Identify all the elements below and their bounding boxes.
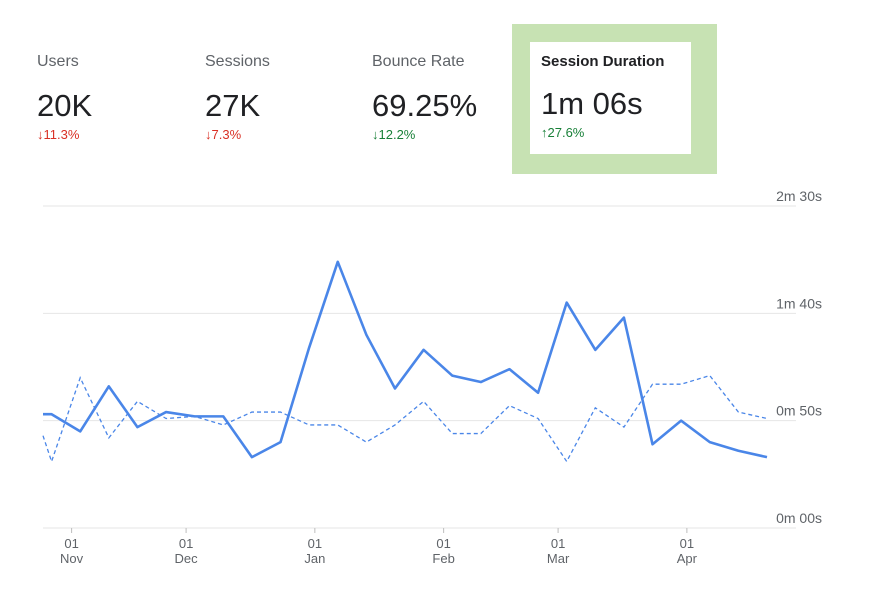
metric-sessions-label: Sessions: [205, 53, 270, 70]
arrow-down-icon: ↓: [37, 127, 44, 142]
arrow-down-icon: ↓: [205, 127, 212, 142]
metric-bounce-rate-delta: ↓12.2%: [372, 128, 532, 142]
y-tick-label: 2m 30s: [776, 188, 822, 204]
arrow-up-icon: ↑: [541, 125, 548, 140]
y-tick-label: 0m 50s: [776, 403, 822, 419]
metric-sessions-delta-value: 7.3%: [211, 127, 242, 142]
metric-session-duration-delta-value: 27.6%: [547, 125, 585, 140]
y-tick-label: 0m 00s: [776, 510, 822, 526]
x-tick-day: 01: [436, 536, 450, 551]
x-tick-day: 01: [308, 536, 322, 551]
metric-bounce-rate-delta-value: 12.2%: [378, 127, 416, 142]
y-axis-labels: 0m 00s 0m 50s 1m 40s 2m 30s: [776, 188, 822, 526]
x-tick-month: Nov: [60, 551, 84, 566]
metric-session-duration-label: Session Duration: [541, 53, 665, 70]
metric-users-delta-value: 11.3%: [43, 127, 80, 142]
series-line-session-duration: [43, 260, 768, 459]
metric-bounce-rate[interactable]: Bounce Rate 69.25% ↓12.2%: [372, 52, 532, 142]
metric-session-duration-delta: ↑27.6%: [541, 126, 691, 140]
metric-sessions-delta: ↓7.3%: [205, 128, 365, 142]
x-tick-day: 01: [551, 536, 565, 551]
metric-bounce-rate-value: 69.25%: [372, 88, 478, 123]
metric-users-label: Users: [37, 53, 79, 70]
metric-users-value: 20K: [37, 88, 93, 123]
x-tick-day: 01: [680, 536, 694, 551]
metric-bounce-rate-label: Bounce Rate: [372, 53, 465, 70]
metric-session-duration-value: 1m 06s: [541, 86, 643, 121]
x-tick-month: Apr: [677, 551, 698, 566]
arrow-down-icon: ↓: [372, 127, 379, 142]
x-tick-day: 01: [179, 536, 193, 551]
x-tick-month: Mar: [547, 551, 570, 566]
metric-sessions-value: 27K: [205, 88, 261, 123]
metric-session-duration-selected[interactable]: Session Duration 1m 06s ↑27.6%: [512, 24, 717, 174]
metric-sessions[interactable]: Sessions 27K ↓7.3%: [205, 52, 365, 142]
chart-series: [42, 260, 768, 464]
x-tick-month: Jan: [304, 551, 325, 566]
chart-grid: [43, 205, 796, 529]
metric-users-delta: ↓11.3%: [37, 128, 197, 142]
x-tick-day: 01: [64, 536, 78, 551]
x-tick-month: Dec: [175, 551, 199, 566]
metric-users[interactable]: Users 20K ↓11.3%: [37, 52, 197, 142]
y-tick-label: 1m 40s: [776, 295, 822, 311]
metric-session-duration-card[interactable]: Session Duration 1m 06s ↑27.6%: [530, 42, 691, 154]
x-tick-month: Feb: [432, 551, 454, 566]
